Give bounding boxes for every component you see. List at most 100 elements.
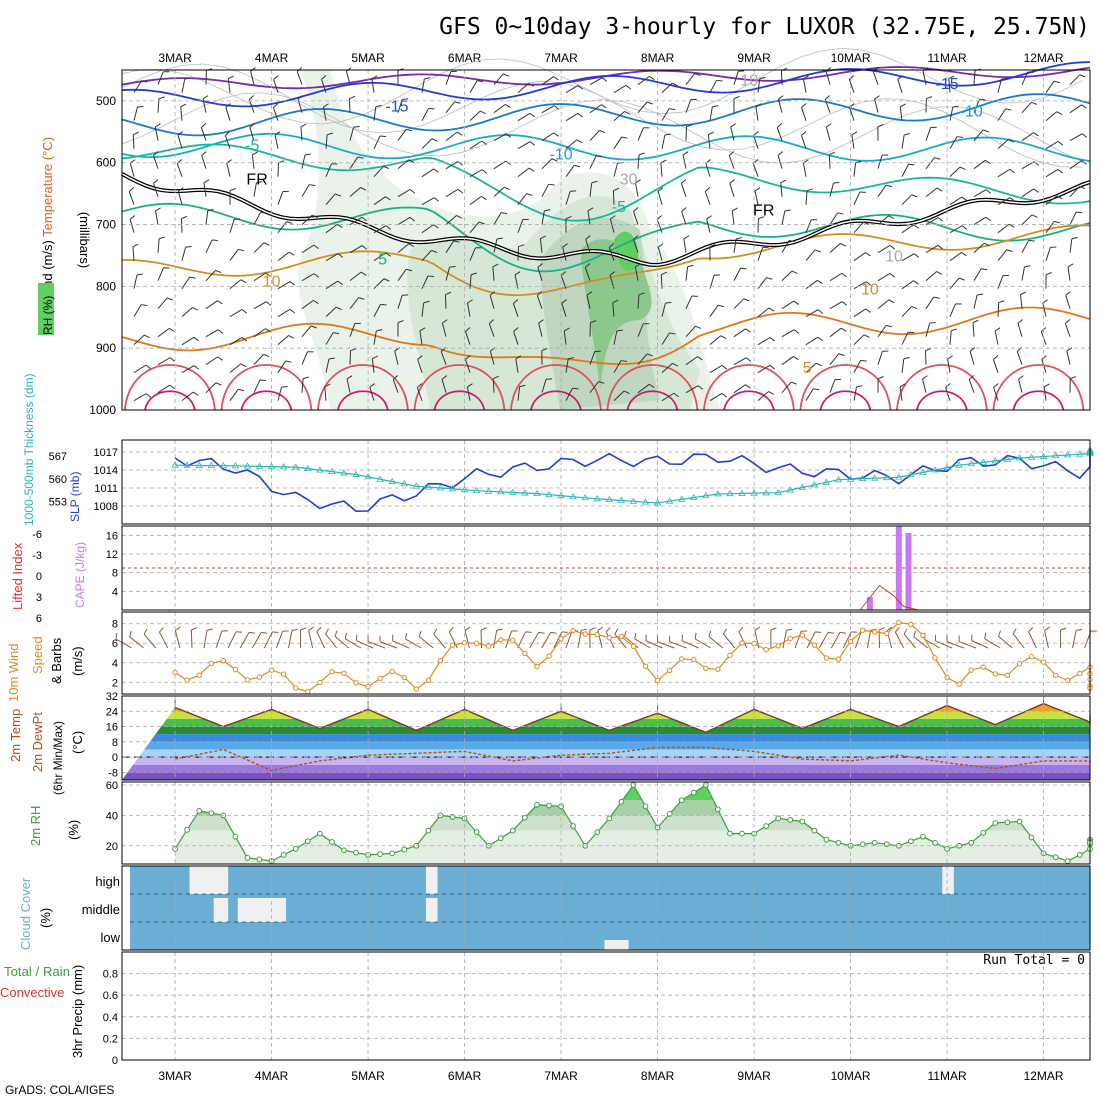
wind-barb bbox=[589, 130, 600, 142]
wind-barb bbox=[949, 196, 963, 206]
wind-barb bbox=[321, 79, 327, 93]
wind-speed-point bbox=[486, 643, 492, 649]
thickness-marker bbox=[617, 496, 626, 503]
wind-barb bbox=[373, 225, 387, 234]
wind-barb-flag bbox=[334, 630, 338, 637]
wind-barb-flag bbox=[610, 215, 616, 220]
wind-barb-flag bbox=[143, 628, 148, 635]
wind-barb-flag bbox=[300, 123, 307, 128]
y-tick-label: 8 bbox=[112, 568, 118, 580]
rh-point bbox=[473, 829, 480, 836]
wind-barb bbox=[397, 189, 411, 198]
wind-barb bbox=[757, 277, 767, 289]
wind-barb-flag bbox=[657, 187, 664, 192]
wind-barb-flag bbox=[477, 80, 484, 83]
wind-barb-flag bbox=[697, 385, 704, 390]
wind-barb bbox=[877, 215, 890, 226]
wind-barb-flag bbox=[328, 357, 335, 360]
wind-barb-flag bbox=[281, 385, 288, 388]
wind-barb-flag bbox=[616, 329, 623, 332]
wind-barb bbox=[973, 129, 984, 141]
wind-barb bbox=[273, 79, 279, 93]
wind-barb-flag bbox=[215, 269, 222, 274]
wind-barb bbox=[728, 155, 735, 169]
wind-barb-flag bbox=[560, 271, 567, 276]
wind-barb bbox=[181, 307, 193, 318]
wind-barb-flag bbox=[369, 383, 375, 388]
rh-point bbox=[907, 838, 914, 845]
wind-barb bbox=[776, 127, 783, 141]
wind-barb bbox=[730, 126, 735, 141]
wind-barb bbox=[466, 302, 471, 317]
wind-barb bbox=[129, 636, 145, 649]
thickness-marker bbox=[267, 462, 276, 470]
wind-barb bbox=[493, 238, 498, 253]
wind-barb bbox=[818, 632, 829, 649]
wind-barb bbox=[945, 387, 951, 401]
wind-barb-flag bbox=[665, 301, 672, 304]
wind-barb-flag bbox=[248, 631, 256, 634]
wind-speed-point bbox=[510, 637, 516, 643]
wind-barb-flag bbox=[816, 279, 823, 284]
wind-barb-flag bbox=[993, 355, 999, 360]
temp-band bbox=[122, 772, 1090, 780]
wind-barb-flag bbox=[922, 375, 928, 380]
wind-barb-flag bbox=[465, 355, 471, 360]
wind-barb bbox=[829, 379, 836, 393]
rh-point bbox=[497, 835, 504, 842]
wind-barb-flag bbox=[769, 337, 776, 342]
wind-barb-flag bbox=[926, 96, 933, 100]
wind-barb bbox=[373, 304, 382, 317]
isotherm-hot-loop bbox=[433, 390, 486, 411]
thickness-marker bbox=[726, 489, 734, 497]
wind-barb-flag bbox=[1079, 185, 1086, 190]
wind-barb bbox=[541, 210, 545, 225]
wind-barb bbox=[565, 165, 575, 177]
wind-barb-flag bbox=[1060, 627, 1067, 631]
wind-barb-flag bbox=[729, 179, 735, 184]
thickness-marker bbox=[846, 475, 855, 482]
wind-barb bbox=[133, 106, 138, 121]
wind-barb-flag bbox=[288, 334, 295, 339]
wind-barb bbox=[901, 358, 905, 373]
wind-barb bbox=[589, 182, 593, 197]
wind-barb-flag bbox=[816, 362, 822, 367]
upper-panel-frame bbox=[121, 69, 1091, 411]
wind-speed-point bbox=[329, 669, 335, 675]
wind-speed-point bbox=[377, 675, 383, 682]
wind-barb bbox=[517, 219, 524, 233]
wind-barb bbox=[157, 71, 164, 85]
wind-barb bbox=[997, 108, 1006, 121]
wind-barb-flag bbox=[708, 630, 712, 637]
wind-barb-flag bbox=[723, 628, 727, 635]
wind-barb bbox=[469, 80, 478, 93]
wind-barb-flag bbox=[115, 633, 118, 640]
wind-barb-flag bbox=[312, 214, 318, 219]
wind-barb bbox=[565, 139, 578, 150]
wind-barb bbox=[958, 641, 977, 649]
wind-barb bbox=[733, 357, 747, 366]
wind10m-panel: 2 4 6 8 10m Wind Speed & Barbs (m/s) bbox=[6, 611, 1097, 702]
wind-barb-flag bbox=[947, 355, 953, 360]
wind-barb bbox=[205, 239, 213, 253]
wind-barb bbox=[441, 323, 447, 337]
wind-barb bbox=[253, 242, 265, 254]
thickness-marker bbox=[1063, 451, 1072, 458]
wind-barb bbox=[441, 379, 447, 393]
thickness-marker bbox=[1015, 454, 1024, 461]
wind-barb-flag bbox=[743, 298, 750, 302]
wind-barb bbox=[733, 298, 745, 310]
wind-barb bbox=[529, 632, 540, 649]
wind-barb bbox=[613, 390, 625, 402]
wind-speed-point bbox=[811, 642, 818, 648]
wind-barb bbox=[301, 184, 310, 197]
thickness-marker bbox=[460, 486, 469, 493]
wind-barb bbox=[346, 378, 351, 393]
rh-point bbox=[208, 810, 215, 817]
wind-barb bbox=[901, 194, 913, 206]
wind-barb bbox=[828, 154, 831, 169]
wind-barb bbox=[541, 105, 555, 114]
wind-barb bbox=[157, 357, 171, 366]
wind-barb bbox=[829, 242, 841, 254]
wind-barb bbox=[782, 630, 787, 649]
